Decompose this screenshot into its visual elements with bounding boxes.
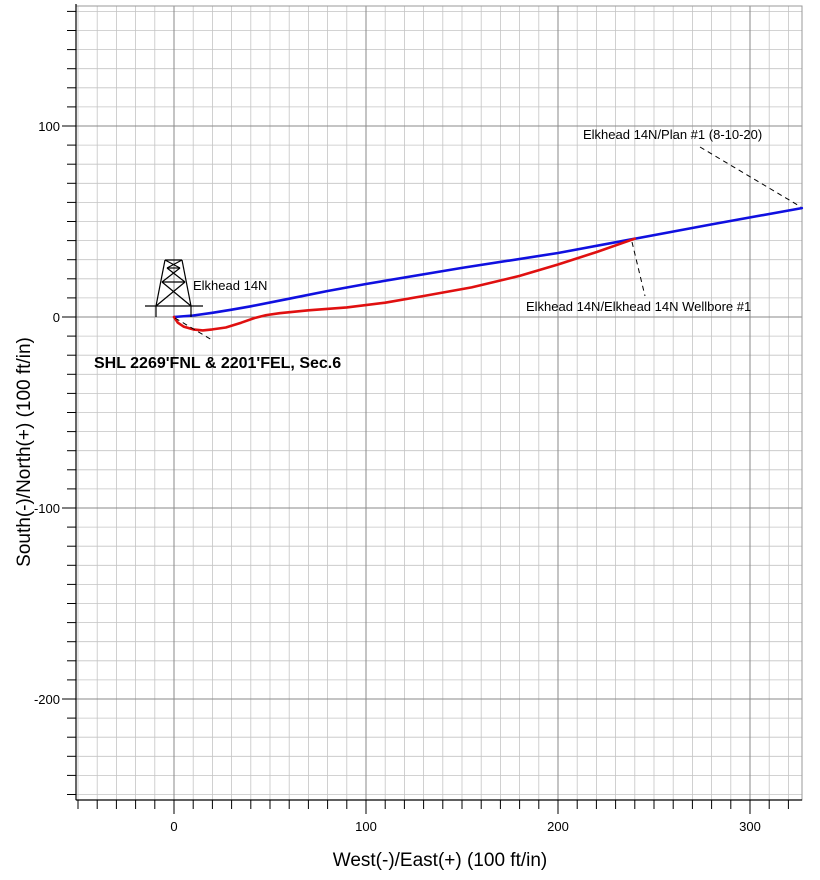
plan-leader-line — [699, 146, 802, 208]
x-axis-title: West(-)/East(+) (100 ft/in) — [333, 850, 548, 871]
ticks — [62, 10, 789, 814]
minor-grid — [76, 6, 802, 800]
well-name-label: Elkhead 14N — [193, 278, 267, 293]
y-tick-label: 100 — [38, 119, 60, 134]
major-grid — [76, 6, 802, 800]
shl-leader-line — [174, 317, 213, 341]
shl-label: SHL 2269'FNL & 2201'FEL, Sec.6 — [94, 355, 341, 372]
annotation-leaders — [174, 146, 802, 341]
x-tick-label: 0 — [170, 819, 177, 834]
x-tick-label: 100 — [355, 819, 377, 834]
y-tick-label: -200 — [34, 692, 60, 707]
x-tick-label: 300 — [739, 819, 761, 834]
y-tick-label: 0 — [53, 310, 60, 325]
drilling-rig-icon — [145, 259, 203, 317]
tick-labels: 0 100 200 300 100 0 -100 -200 — [34, 119, 761, 834]
y-axis-title: South(-)/North(+) (100 ft/in) — [14, 337, 35, 567]
wellbore-annotation: Elkhead 14N/Elkhead 14N Wellbore #1 — [526, 299, 751, 314]
x-tick-label: 200 — [547, 819, 569, 834]
plan-annotation: Elkhead 14N/Plan #1 (8-10-20) — [583, 127, 762, 142]
axes — [75, 4, 803, 801]
y-tick-label: -100 — [34, 501, 60, 516]
wellbore-leader-line — [631, 241, 646, 297]
